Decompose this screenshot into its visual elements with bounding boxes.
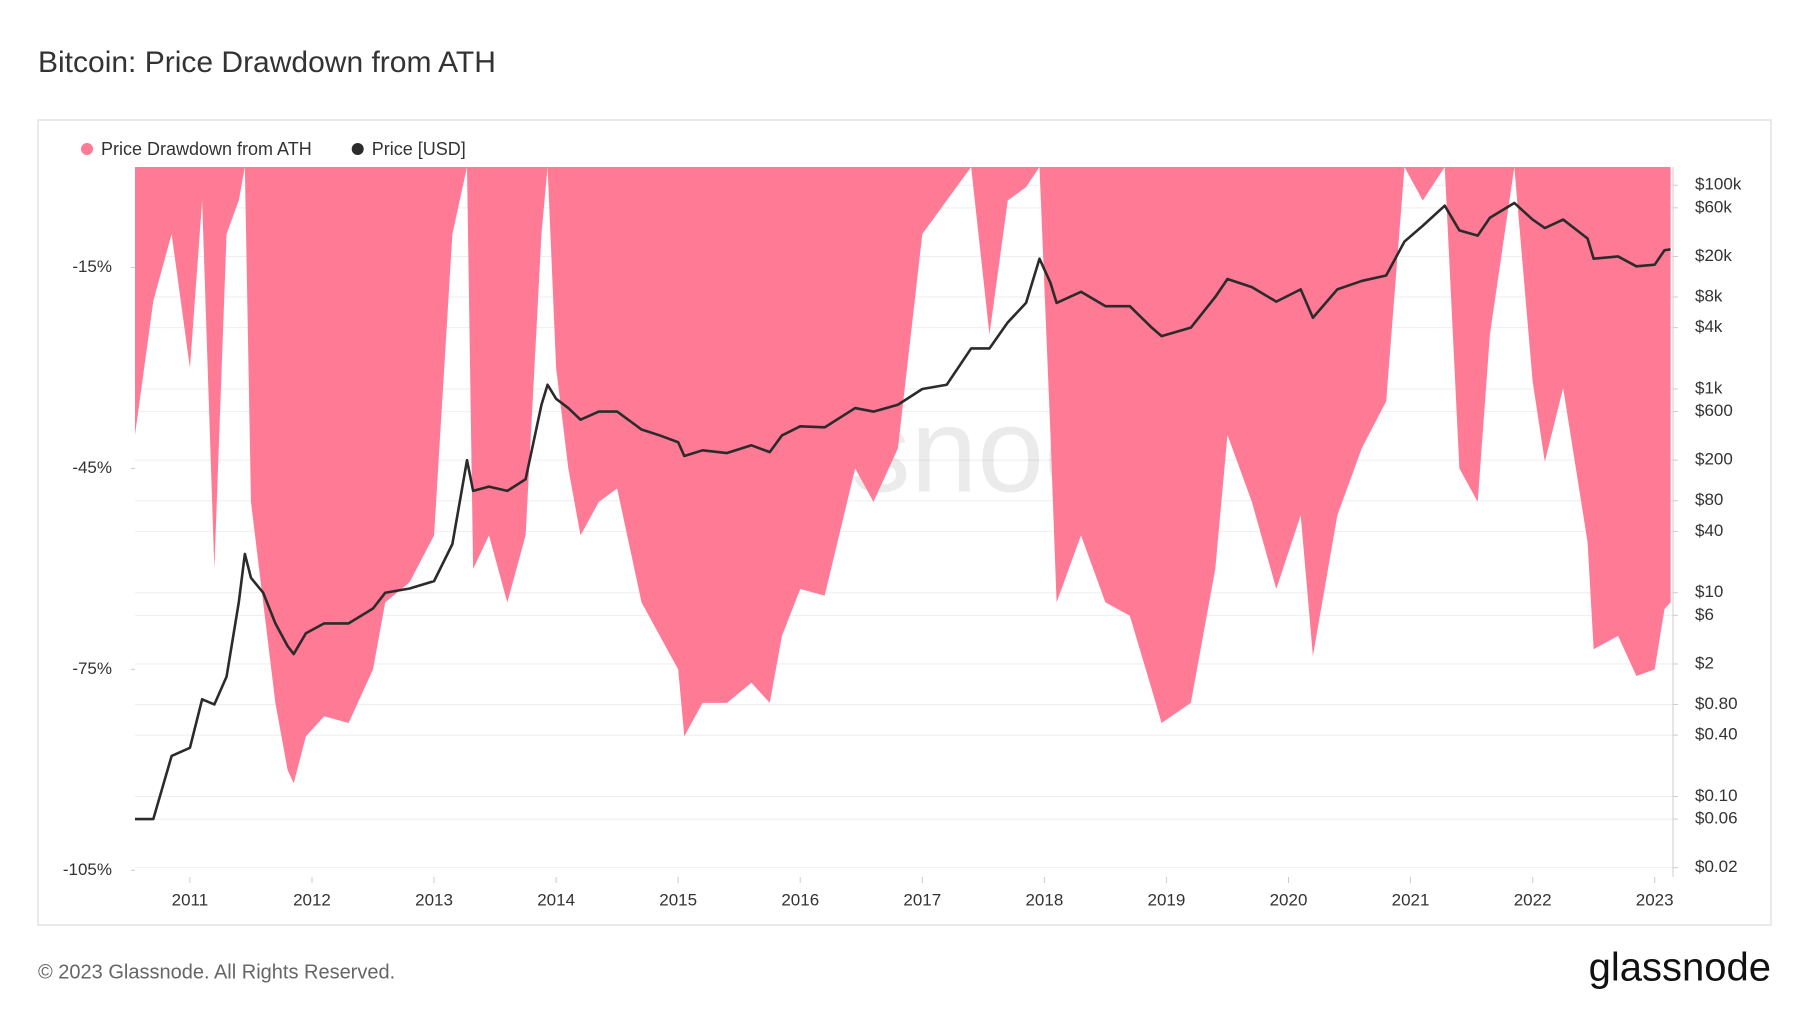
x-tick-label: 2016 bbox=[781, 890, 819, 909]
y2-tick-label: $2 bbox=[1695, 653, 1714, 672]
y2-tick-label: $4k bbox=[1695, 317, 1723, 336]
y2-tick-label: $8k bbox=[1695, 286, 1723, 305]
y2-tick-label: $10 bbox=[1695, 582, 1723, 601]
y2-tick-label: $600 bbox=[1695, 401, 1733, 420]
y-tick-label: -45% bbox=[72, 458, 112, 477]
y2-tick-label: $40 bbox=[1695, 521, 1723, 540]
x-tick-label: 2021 bbox=[1392, 890, 1430, 909]
x-tick-label: 2022 bbox=[1514, 890, 1552, 909]
logo: glassnode bbox=[1589, 946, 1771, 990]
x-tick-label: 2019 bbox=[1148, 890, 1186, 909]
y2-tick-label: $0.40 bbox=[1695, 725, 1738, 744]
x-tick-label: 2017 bbox=[903, 890, 941, 909]
copyright: © 2023 Glassnode. All Rights Reserved. bbox=[38, 961, 395, 983]
x-tick-label: 2012 bbox=[293, 890, 331, 909]
legend-label: Price Drawdown from ATH bbox=[101, 139, 312, 159]
price-line bbox=[135, 201, 1671, 821]
x-tick-label: 2013 bbox=[415, 890, 453, 909]
y2-tick-label: $0.06 bbox=[1695, 809, 1738, 828]
y2-tick-label: $0.02 bbox=[1695, 857, 1738, 876]
legend-label: Price [USD] bbox=[372, 139, 466, 159]
y2-tick-label: $20k bbox=[1695, 246, 1732, 265]
chart-title: Bitcoin: Price Drawdown from ATH bbox=[38, 46, 496, 79]
x-tick-label: 2018 bbox=[1025, 890, 1063, 909]
y2-tick-label: $60k bbox=[1695, 197, 1732, 216]
drawdown-area bbox=[135, 167, 1671, 784]
y2-tick-label: $0.80 bbox=[1695, 694, 1738, 713]
y-tick-label: -15% bbox=[72, 257, 112, 276]
y-tick-label: -75% bbox=[72, 659, 112, 678]
y2-tick-label: $1k bbox=[1695, 378, 1723, 397]
legend-marker bbox=[81, 143, 93, 155]
x-tick-label: 2015 bbox=[659, 890, 697, 909]
legend-marker bbox=[351, 143, 364, 155]
y2-tick-label: $0.10 bbox=[1695, 786, 1738, 805]
x-tick-label: 2020 bbox=[1270, 890, 1308, 909]
plot-area bbox=[135, 167, 1671, 821]
y2-tick-label: $6 bbox=[1695, 605, 1714, 624]
x-tick-label: 2014 bbox=[537, 890, 575, 909]
y2-tick-label: $100k bbox=[1695, 175, 1742, 194]
x-tick-label: 2023 bbox=[1636, 890, 1674, 909]
x-tick-label: 2011 bbox=[172, 890, 209, 909]
y-tick-label: -105% bbox=[63, 860, 112, 879]
y2-tick-label: $80 bbox=[1695, 490, 1723, 509]
chart-panel bbox=[37, 119, 1772, 926]
y2-tick-label: $200 bbox=[1695, 450, 1733, 469]
